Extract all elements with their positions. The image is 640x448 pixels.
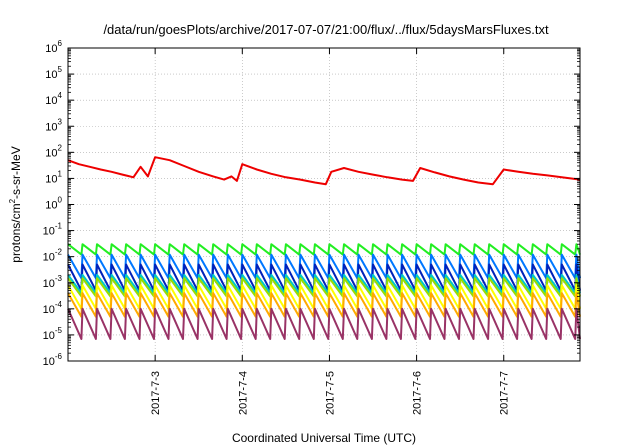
series-line: [67, 307, 581, 340]
y-tick-label: 10-4: [43, 300, 63, 316]
axis-ticks: [68, 47, 580, 362]
x-tick-label: 2017-7-7: [499, 371, 511, 415]
chart-title: /data/run/goesPlots/archive/2017-07-07/2…: [103, 22, 549, 37]
y-tick-label: 106: [45, 39, 62, 55]
x-tick-label: 2017-7-4: [237, 371, 249, 415]
y-tick-label: 104: [45, 91, 62, 107]
series-line: [67, 243, 581, 256]
y-tick-label: 10-5: [43, 326, 63, 342]
x-tick-label: 2017-7-3: [150, 371, 162, 415]
y-tick-label: 102: [45, 143, 62, 159]
y-tick-label: 103: [45, 117, 62, 133]
x-tick-label: 2017-7-6: [412, 371, 424, 415]
series-line: [67, 156, 581, 186]
y-tick-label: 10-2: [43, 248, 63, 264]
x-tick-labels: 2017-7-3 2017-7-4 2017-7-5 2017-7-6 2017-7-7: [150, 371, 511, 415]
x-tick-label: 2017-7-5: [324, 371, 336, 415]
y-axis-label: protons/cm2-s-sr-MeV: [8, 146, 23, 262]
y-tick-label: 10-3: [43, 274, 63, 290]
y-tick-label: 105: [45, 65, 62, 81]
series-lines: [67, 156, 581, 340]
x-axis-label: Coordinated Universal Time (UTC): [232, 431, 416, 445]
grid-lines: [68, 48, 580, 361]
y-tick-label: 10-1: [43, 222, 63, 238]
y-tick-label: 10-6: [43, 352, 63, 368]
y-tick-labels: 10-6 10-5 10-4 10-3 10-2 10-1 100 101 102 103 104 1…: [43, 39, 63, 368]
y-tick-label: 100: [45, 196, 62, 212]
y-tick-label: 101: [45, 169, 62, 185]
